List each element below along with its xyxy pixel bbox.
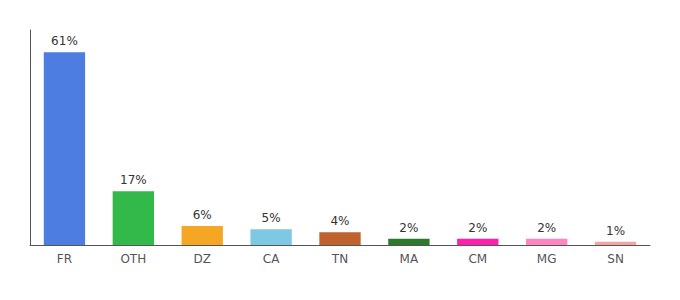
svg-text:2%: 2% <box>399 221 418 235</box>
svg-text:FR: FR <box>57 252 72 266</box>
svg-text:OTH: OTH <box>120 252 146 266</box>
svg-text:CM: CM <box>468 252 487 266</box>
svg-text:2%: 2% <box>468 221 487 235</box>
svg-text:MA: MA <box>400 252 419 266</box>
svg-text:SN: SN <box>607 252 624 266</box>
svg-text:TN: TN <box>331 252 348 266</box>
svg-text:6%: 6% <box>193 208 212 222</box>
svg-text:DZ: DZ <box>193 252 210 266</box>
svg-text:61%: 61% <box>51 34 78 48</box>
svg-text:CA: CA <box>263 252 280 266</box>
svg-text:2%: 2% <box>537 221 556 235</box>
svg-text:5%: 5% <box>262 211 281 225</box>
svg-text:MG: MG <box>537 252 557 266</box>
svg-text:17%: 17% <box>120 173 147 187</box>
svg-text:1%: 1% <box>606 224 625 238</box>
svg-text:4%: 4% <box>330 214 349 228</box>
